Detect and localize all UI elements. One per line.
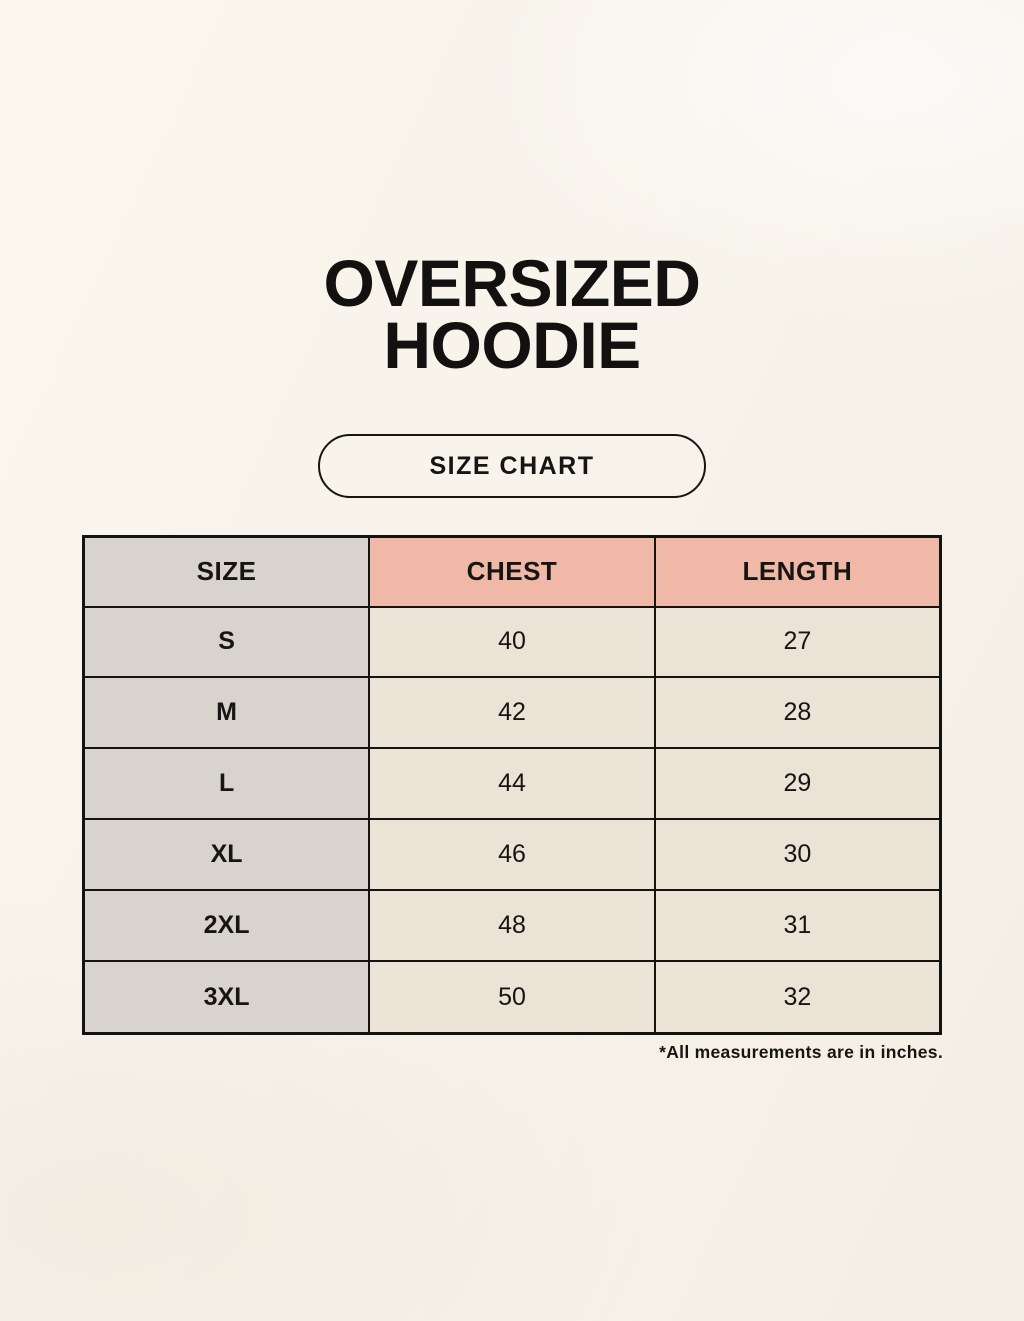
column-header-length: LENGTH (653, 535, 942, 608)
page-title: OVERSIZED HOODIE (0, 250, 1024, 378)
header-row: SIZE CHEST LENGTH (82, 535, 942, 608)
table-row-3xl: 3XL 50 32 (82, 960, 942, 1035)
chest-value: 44 (368, 747, 656, 821)
chest-value: 48 (368, 889, 656, 963)
table-row-l: L 44 29 (82, 747, 942, 821)
length-value: 32 (653, 960, 942, 1035)
length-value: 27 (653, 605, 942, 679)
size-label: 3XL (82, 960, 371, 1035)
measurements-footnote: *All measurements are in inches. (659, 1042, 943, 1062)
table-row-xl: XL 46 30 (82, 818, 942, 892)
size-label: 2XL (82, 889, 371, 963)
table-row-m: M 42 28 (82, 676, 942, 750)
table-row-2xl: 2XL 48 31 (82, 889, 942, 963)
chest-value: 40 (368, 605, 656, 679)
column-header-chest: CHEST (368, 535, 656, 608)
size-label: S (82, 605, 371, 679)
size-chart-table-header: SIZE CHEST LENGTH (82, 535, 942, 608)
length-value: 28 (653, 676, 942, 750)
chest-value: 42 (368, 676, 656, 750)
table-row-s: S 40 27 (82, 605, 942, 679)
size-chart-table: SIZE CHEST LENGTH S 40 27 M 42 28 L 44 2… (82, 535, 942, 1035)
chest-value: 50 (368, 960, 656, 1035)
size-chart-table-body: S 40 27 M 42 28 L 44 29 XL 46 30 2XL 48 … (82, 605, 942, 1035)
size-label: L (82, 747, 371, 821)
length-value: 29 (653, 747, 942, 821)
size-label: XL (82, 818, 371, 892)
column-header-size: SIZE (82, 535, 371, 608)
size-label: M (82, 676, 371, 750)
length-value: 30 (653, 818, 942, 892)
chest-value: 46 (368, 818, 656, 892)
size-chart-button[interactable]: SIZE CHART (318, 434, 706, 498)
length-value: 31 (653, 889, 942, 963)
page-title-line-1: OVERSIZED (323, 246, 701, 320)
page-title-line-2: HOODIE (383, 308, 641, 382)
size-chart-button-label: SIZE CHART (429, 451, 595, 480)
